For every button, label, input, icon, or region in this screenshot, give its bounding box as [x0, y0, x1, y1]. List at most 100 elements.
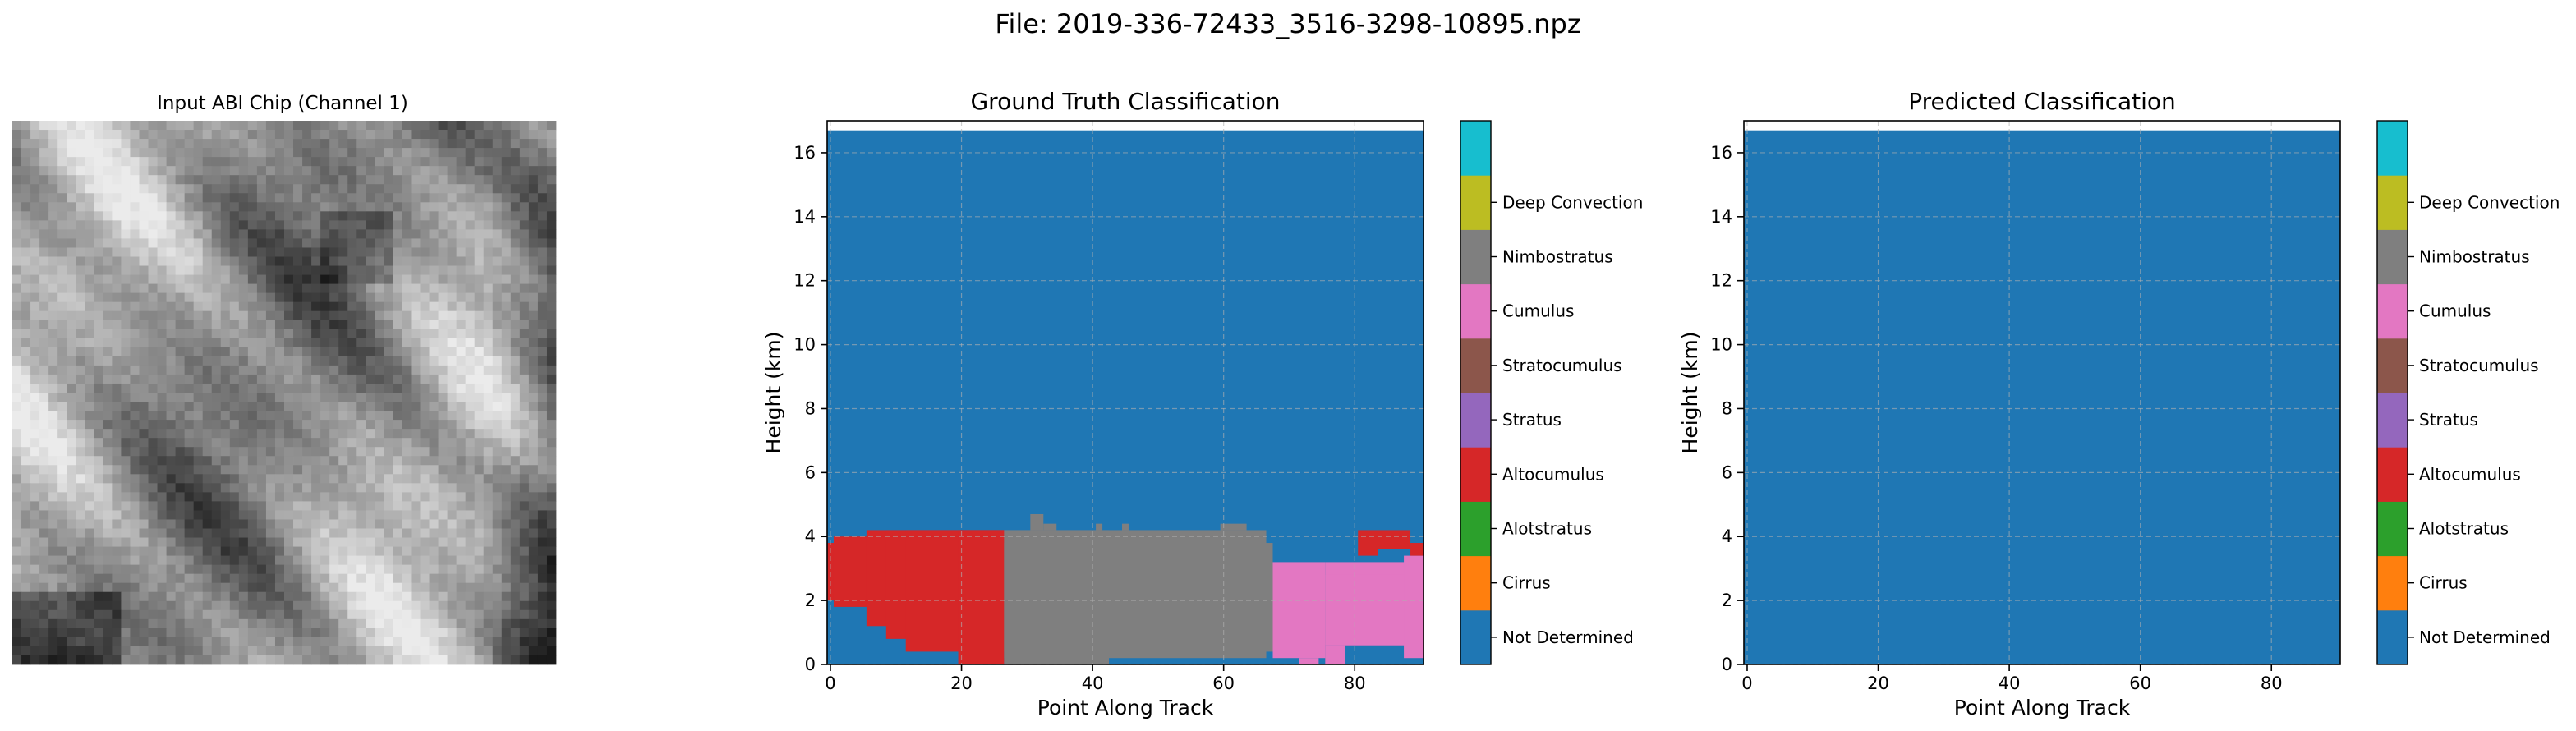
image-pixel [537, 510, 548, 520]
image-pixel [402, 238, 412, 248]
image-pixel [247, 274, 258, 284]
image-pixel [456, 329, 467, 339]
colorbar-segment [1460, 121, 1491, 176]
image-pixel [148, 600, 158, 611]
image-pixel [320, 447, 330, 457]
image-pixel [293, 139, 303, 149]
image-pixel [510, 411, 521, 421]
image-pixel [347, 393, 357, 402]
image-pixel [465, 320, 476, 330]
image-pixel [393, 175, 402, 185]
image-pixel [501, 555, 512, 566]
image-pixel [293, 591, 303, 602]
image-pixel [402, 265, 412, 275]
image-pixel [465, 121, 476, 131]
image-pixel [193, 121, 204, 131]
image-pixel [338, 402, 348, 411]
image-pixel [302, 292, 312, 303]
image-pixel [247, 256, 258, 266]
image-pixel [139, 175, 149, 185]
image-pixel [21, 193, 31, 203]
image-pixel [265, 338, 276, 348]
image-pixel [265, 292, 276, 303]
image-pixel [447, 519, 458, 529]
image-pixel [483, 420, 494, 430]
image-pixel [67, 347, 76, 357]
image-pixel [347, 383, 357, 393]
image-pixel [411, 501, 421, 511]
image-pixel [48, 329, 58, 339]
image-pixel [474, 121, 485, 131]
image-pixel [39, 573, 49, 584]
image-pixel [366, 447, 375, 457]
image-pixel [229, 393, 240, 402]
image-pixel [356, 347, 366, 357]
image-pixel [229, 229, 240, 239]
image-pixel [130, 393, 140, 402]
image-pixel [429, 301, 439, 312]
image-pixel [130, 157, 140, 167]
image-pixel [320, 609, 330, 620]
image-pixel [537, 393, 548, 402]
image-pixel [465, 310, 476, 321]
image-pixel [293, 238, 303, 248]
image-pixel [366, 555, 375, 566]
image-pixel [274, 637, 285, 647]
image-pixel [175, 646, 186, 656]
image-pixel [202, 618, 213, 629]
image-pixel [420, 356, 430, 366]
image-pixel [429, 148, 439, 158]
image-pixel [166, 283, 176, 294]
image-pixel [402, 274, 412, 284]
image-pixel [347, 528, 357, 538]
image-pixel [492, 347, 503, 357]
image-pixel [411, 283, 421, 294]
image-pixel [284, 528, 294, 538]
image-pixel [411, 130, 421, 140]
image-pixel [220, 510, 231, 520]
image-pixel [366, 338, 375, 348]
image-pixel [76, 139, 85, 149]
image-pixel [193, 202, 204, 212]
image-pixel [265, 420, 276, 430]
image-pixel [166, 292, 176, 303]
image-pixel [148, 646, 158, 656]
image-pixel [166, 238, 176, 248]
image-pixel [202, 582, 213, 593]
image-pixel [320, 184, 330, 194]
image-pixel [112, 393, 122, 402]
image-pixel [166, 310, 176, 321]
image-pixel [429, 564, 439, 575]
image-pixel [320, 438, 330, 448]
image-pixel [94, 618, 104, 629]
image-pixel [39, 356, 49, 366]
image-pixel [375, 139, 384, 149]
image-pixel [166, 519, 176, 529]
image-pixel [30, 582, 40, 593]
image-pixel [247, 637, 258, 647]
image-pixel [546, 519, 557, 529]
image-pixel [393, 166, 402, 176]
image-pixel [166, 383, 176, 393]
image-pixel [302, 211, 312, 221]
image-pixel [166, 175, 176, 185]
image-pixel [347, 546, 357, 556]
image-pixel [121, 166, 131, 176]
image-pixel [175, 374, 186, 384]
image-pixel [447, 175, 458, 185]
image-pixel [256, 365, 267, 375]
image-pixel [193, 411, 204, 421]
image-pixel [256, 175, 267, 185]
image-pixel [429, 229, 439, 239]
image-pixel [121, 438, 131, 448]
image-pixel [139, 510, 149, 520]
image-pixel [193, 238, 204, 248]
image-pixel [411, 573, 421, 584]
image-pixel [402, 519, 412, 529]
image-pixel [211, 265, 222, 275]
image-pixel [302, 474, 312, 484]
image-pixel [21, 274, 31, 284]
image-pixel [338, 501, 348, 511]
image-pixel [420, 121, 430, 131]
image-pixel [21, 637, 31, 647]
